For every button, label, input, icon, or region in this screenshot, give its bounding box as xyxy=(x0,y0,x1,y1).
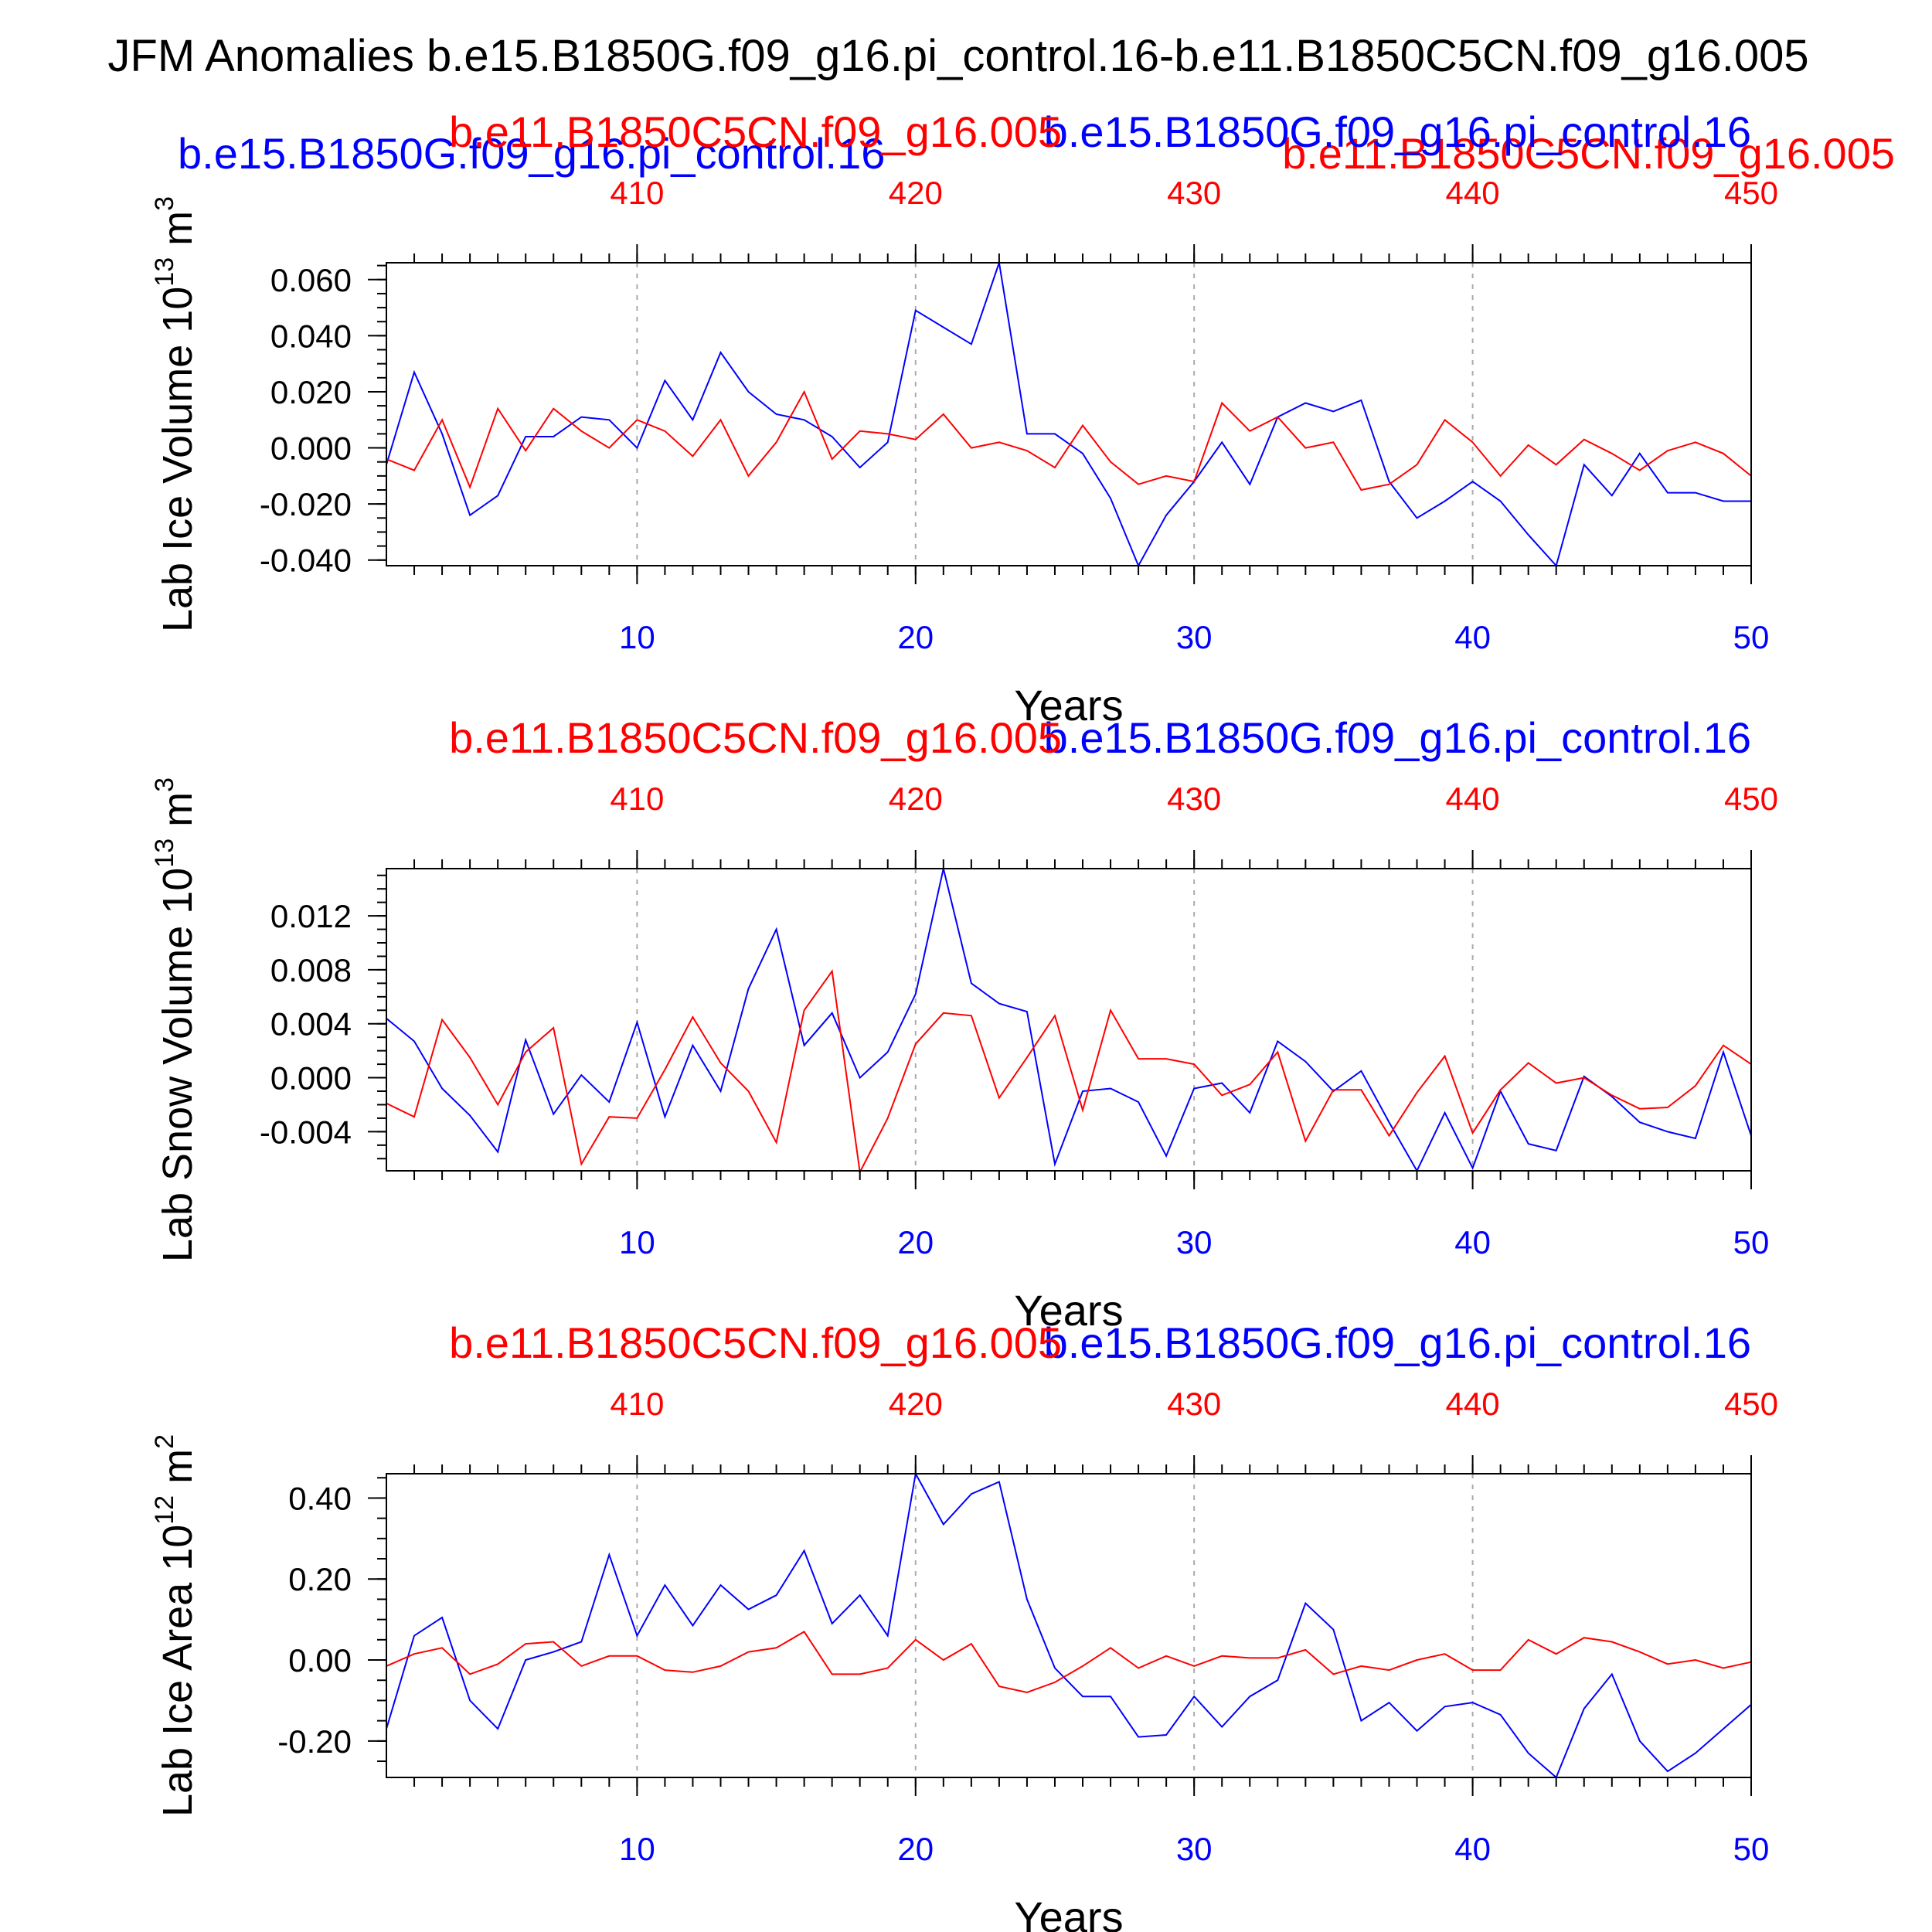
y-axis-title-superscript: 12 xyxy=(150,1495,179,1525)
y-tick-label: 0.40 xyxy=(288,1480,352,1516)
y-axis-title-superscript: 13 xyxy=(150,257,179,287)
y-axis-title: Lab Ice Volume 1013 m3 xyxy=(150,196,201,632)
top-x-tick-label: 420 xyxy=(889,781,943,817)
top-label-ctrl: b.e11.B1850C5CN.f09_g16.005 xyxy=(449,713,1062,762)
plot-frame xyxy=(386,1473,1752,1778)
top-x-tick-label: 430 xyxy=(1167,781,1221,817)
series-line-case xyxy=(386,1471,1752,1779)
top-label-ctrl: b.e11.B1850C5CN.f09_g16.005 xyxy=(449,1318,1062,1367)
y-tick-label: 0.040 xyxy=(270,318,352,354)
top-x-tick-label: 450 xyxy=(1724,175,1778,211)
top-x-tick-label: 430 xyxy=(1167,1386,1221,1422)
x-tick-label: 30 xyxy=(1176,1224,1213,1260)
top-x-tick-label: 440 xyxy=(1446,175,1500,211)
y-axis-title-superscript: 3 xyxy=(150,196,179,211)
top-x-tick-label: 450 xyxy=(1724,1386,1778,1422)
y-tick-label: -0.040 xyxy=(260,543,352,579)
x-tick-label: 20 xyxy=(897,1831,934,1867)
y-axis-title-part: m xyxy=(155,792,201,838)
y-tick-label: 0.020 xyxy=(270,374,352,410)
y-axis-title: Lab Snow Volume 1013 m3 xyxy=(150,777,201,1262)
y-tick-label: 0.20 xyxy=(288,1561,352,1597)
x-tick-label: 20 xyxy=(897,1224,934,1260)
y-axis-title-part: Lab Ice Volume 10 xyxy=(155,287,201,632)
legend-ctrl-label: b.e11.B1850C5CN.f09_g16.005 xyxy=(1282,129,1895,178)
y-tick-label: 0.004 xyxy=(270,1006,352,1043)
x-tick-label: 20 xyxy=(897,619,934,655)
y-tick-label: 0.000 xyxy=(270,1060,352,1097)
series-line-case xyxy=(386,262,1751,568)
top-x-tick-label: 450 xyxy=(1724,781,1778,817)
top-label-case: b.e15.B1850G.f09_g16.pi_control.16 xyxy=(1044,713,1751,762)
figure-title: JFM Anomalies b.e15.B1850G.f09_g16.pi_co… xyxy=(107,31,1808,81)
x-tick-label: 10 xyxy=(619,1224,655,1260)
y-tick-label: 0.000 xyxy=(270,430,352,467)
top-x-tick-label: 410 xyxy=(610,781,664,817)
y-axis-title-superscript: 13 xyxy=(150,838,179,868)
x-axis-title: Years xyxy=(1014,1893,1123,1932)
x-tick-label: 50 xyxy=(1733,1831,1770,1867)
y-tick-label: -0.020 xyxy=(260,486,352,522)
x-tick-label: 30 xyxy=(1176,1831,1213,1867)
x-axis-title: Years xyxy=(1014,1286,1123,1335)
series-line-ctrl xyxy=(386,969,1752,1175)
top-label-case: b.e15.B1850G.f09_g16.pi_control.16 xyxy=(1044,107,1751,156)
y-axis-title-part: Lab Ice Area 10 xyxy=(155,1525,201,1817)
x-tick-label: 40 xyxy=(1454,1224,1491,1260)
chart-panel-3: 10 410 20 420 30 430 40 440 50 450 -0.20 0.00 0.20 0.… xyxy=(150,1318,1778,1932)
plot-frame xyxy=(386,868,1752,1172)
plot-frame xyxy=(386,262,1752,566)
y-tick-label: -0.20 xyxy=(277,1723,352,1760)
top-x-tick-label: 420 xyxy=(889,1386,943,1422)
x-tick-label: 30 xyxy=(1176,619,1213,655)
y-axis-title-part: m xyxy=(155,211,201,257)
series-line-ctrl xyxy=(386,389,1752,492)
top-x-tick-label: 410 xyxy=(610,1386,664,1422)
chart-panel-2: 10 410 20 420 30 430 40 440 50 450 -0.004 0.000 0.00… xyxy=(150,713,1778,1335)
top-x-tick-label: 420 xyxy=(889,175,943,211)
top-label-case: b.e15.B1850G.f09_g16.pi_control.16 xyxy=(1044,1318,1751,1367)
y-axis-title-part: m xyxy=(155,1449,201,1495)
x-axis-title: Years xyxy=(1014,681,1123,730)
series-line-ctrl xyxy=(386,1631,1752,1694)
x-tick-label: 40 xyxy=(1454,1831,1491,1867)
y-axis-title-superscript: 3 xyxy=(150,777,179,792)
y-tick-label: 0.012 xyxy=(270,898,352,934)
x-tick-label: 10 xyxy=(619,1831,655,1867)
top-label-ctrl: b.e11.B1850C5CN.f09_g16.005 xyxy=(449,107,1062,156)
chart-panel-1: 10 410 20 420 30 430 40 440 50 450 -0.040 -0.020 0.0… xyxy=(150,107,1778,730)
top-x-tick-label: 440 xyxy=(1446,1386,1500,1422)
x-tick-label: 40 xyxy=(1454,619,1491,655)
x-tick-label: 50 xyxy=(1733,619,1770,655)
y-tick-label: 0.00 xyxy=(288,1642,352,1679)
y-tick-label: 0.008 xyxy=(270,952,352,988)
legend-case-label: b.e15.B1850G.f09_g16.pi_control.16 xyxy=(178,129,885,178)
y-axis-title-part: Lab Snow Volume 10 xyxy=(155,868,201,1262)
top-x-tick-label: 430 xyxy=(1167,175,1221,211)
x-tick-label: 50 xyxy=(1733,1224,1770,1260)
y-axis-title-superscript: 2 xyxy=(150,1434,179,1449)
x-tick-label: 10 xyxy=(619,619,655,655)
top-x-tick-label: 410 xyxy=(610,175,664,211)
series-line-case xyxy=(386,868,1752,1173)
top-x-tick-label: 440 xyxy=(1446,781,1500,817)
y-tick-label: -0.004 xyxy=(260,1114,352,1150)
y-tick-label: 0.060 xyxy=(270,262,352,298)
y-axis-title: Lab Ice Area 1012 m2 xyxy=(150,1434,201,1817)
